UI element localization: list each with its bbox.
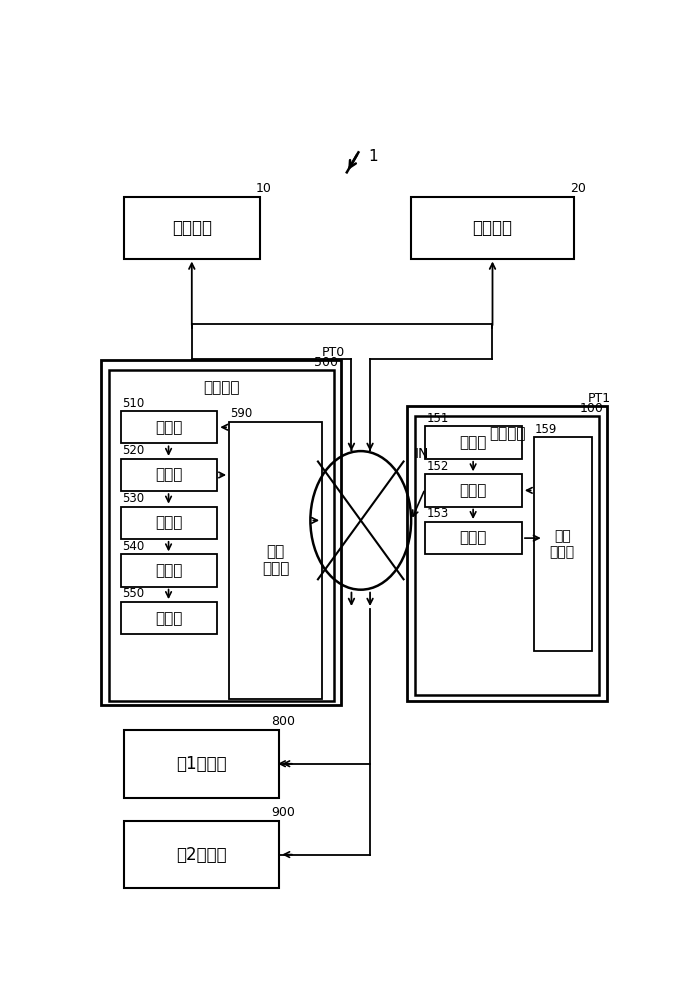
Text: 550: 550 (122, 587, 144, 600)
Text: 信息
存储部: 信息 存储部 (549, 529, 575, 559)
Bar (411, 197, 574, 259)
Text: 100: 100 (580, 402, 604, 415)
Bar (109, 370, 334, 701)
Bar (121, 411, 217, 443)
Text: IN: IN (415, 447, 429, 461)
Bar (425, 474, 522, 507)
Text: 移动终端: 移动终端 (172, 219, 212, 237)
Bar (534, 437, 592, 651)
Text: PT0: PT0 (322, 346, 345, 359)
Bar (408, 406, 607, 701)
Text: 20: 20 (570, 182, 586, 195)
Bar (121, 507, 217, 539)
Bar (125, 730, 279, 798)
Text: 控制部: 控制部 (460, 531, 487, 546)
Text: 520: 520 (122, 444, 145, 457)
Text: 500: 500 (314, 356, 338, 369)
Text: 特定部: 特定部 (155, 563, 182, 578)
Text: 510: 510 (122, 397, 145, 410)
Text: 控制装置: 控制装置 (203, 380, 240, 395)
Text: 第1移动体: 第1移动体 (177, 755, 227, 773)
Text: 151: 151 (427, 412, 449, 425)
Text: 获取部: 获取部 (155, 420, 182, 435)
Text: 1: 1 (369, 149, 378, 164)
Bar (121, 602, 217, 634)
Bar (101, 360, 341, 705)
Bar (425, 522, 522, 554)
Text: 获取部: 获取部 (460, 435, 487, 450)
Bar (125, 197, 260, 259)
Bar (425, 426, 522, 459)
Text: 900: 900 (272, 806, 295, 819)
Text: 第2移动体: 第2移动体 (177, 846, 227, 864)
Bar (125, 821, 279, 888)
Bar (415, 416, 599, 695)
Text: 侦测部: 侦测部 (460, 483, 487, 498)
Text: 10: 10 (256, 182, 272, 195)
Bar (121, 459, 217, 491)
Text: 信息
存储部: 信息 存储部 (262, 544, 289, 577)
Text: 152: 152 (427, 460, 449, 473)
Text: 153: 153 (427, 507, 449, 520)
Bar (121, 554, 217, 587)
Text: 800: 800 (272, 715, 296, 728)
Text: 保管装置: 保管装置 (489, 426, 525, 441)
Text: 590: 590 (231, 407, 253, 420)
Text: 移动终端: 移动终端 (473, 219, 512, 237)
Bar (229, 422, 322, 699)
Text: 540: 540 (122, 540, 145, 553)
Text: PT1: PT1 (588, 392, 611, 405)
Text: 159: 159 (535, 423, 558, 436)
Text: 保存部: 保存部 (155, 467, 182, 482)
Text: 控制部: 控制部 (155, 515, 182, 530)
Text: 530: 530 (122, 492, 144, 505)
Text: 生成部: 生成部 (155, 611, 182, 626)
